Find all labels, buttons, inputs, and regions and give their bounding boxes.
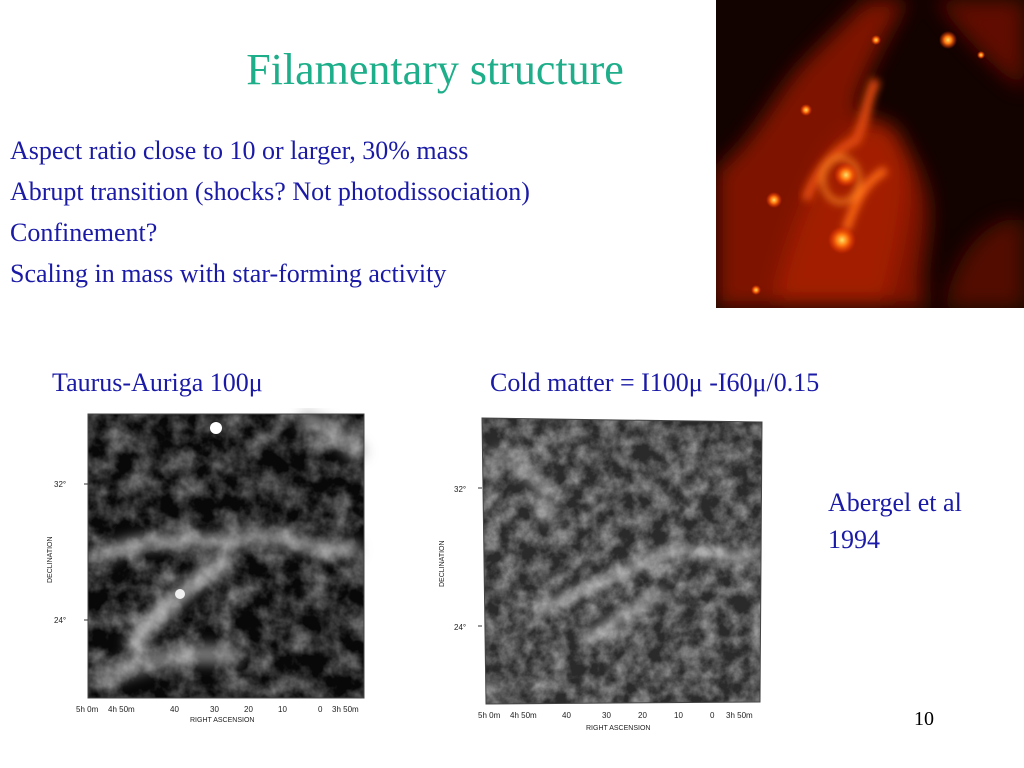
y-axis-label: DECLINATION <box>47 536 54 583</box>
bullet-item: Confinement? <box>10 218 158 247</box>
y-tick-label: 24° <box>54 616 66 625</box>
x-axis-label: RIGHT ASCENSION <box>586 725 650 732</box>
x-tick-label: 0 <box>318 705 323 714</box>
cold-matter-map: 32° 24° DECLINATION 5h 0m 4h 50m 40 30 2… <box>439 417 763 732</box>
left-plot-caption: Taurus-Auriga 100μ <box>52 368 263 397</box>
x-tick-label: 5h 0m <box>76 705 99 714</box>
bullet-list: Aspect ratio close to 10 or larger, 30% … <box>10 130 530 294</box>
x-tick-label: 20 <box>244 705 253 714</box>
bullet-item: Abrupt transition (shocks? Not photodiss… <box>10 177 530 206</box>
x-tick-label: 30 <box>602 711 611 720</box>
x-tick-label: 10 <box>674 711 683 720</box>
x-tick-label: 20 <box>638 711 647 720</box>
taurus-auriga-map: 32° 24° DECLINATION 5h 0m 4h 50m 40 30 2… <box>47 409 369 724</box>
x-tick-label: 4h 50m <box>510 711 537 720</box>
y-tick-label: 32° <box>54 480 66 489</box>
y-axis-label: DECLINATION <box>439 540 446 587</box>
x-axis-label: RIGHT ASCENSION <box>190 717 254 724</box>
x-tick-label: 0 <box>710 711 715 720</box>
x-tick-label: 4h 50m <box>108 705 135 714</box>
x-tick-label: 40 <box>170 705 179 714</box>
citation: Abergel et al 1994 <box>828 484 962 558</box>
slide-title: Filamentary structure <box>246 45 624 94</box>
x-tick-label: 30 <box>210 705 219 714</box>
bullet-item: Aspect ratio close to 10 or larger, 30% … <box>10 136 469 165</box>
citation-year: 1994 <box>828 525 880 554</box>
x-tick-label: 5h 0m <box>478 711 501 720</box>
x-tick-label: 10 <box>278 705 287 714</box>
infrared-nebula-image <box>716 0 1024 308</box>
x-tick-label: 3h 50m <box>726 711 753 720</box>
x-tick-label: 3h 50m <box>332 705 359 714</box>
page-number: 10 <box>914 708 934 730</box>
citation-authors: Abergel et al <box>828 488 962 517</box>
y-tick-label: 24° <box>454 623 466 632</box>
bullet-item: Scaling in mass with star-forming activi… <box>10 259 447 288</box>
y-tick-label: 32° <box>454 485 466 494</box>
x-tick-label: 40 <box>562 711 571 720</box>
right-plot-caption: Cold matter = I100μ -I60μ/0.15 <box>490 368 820 397</box>
